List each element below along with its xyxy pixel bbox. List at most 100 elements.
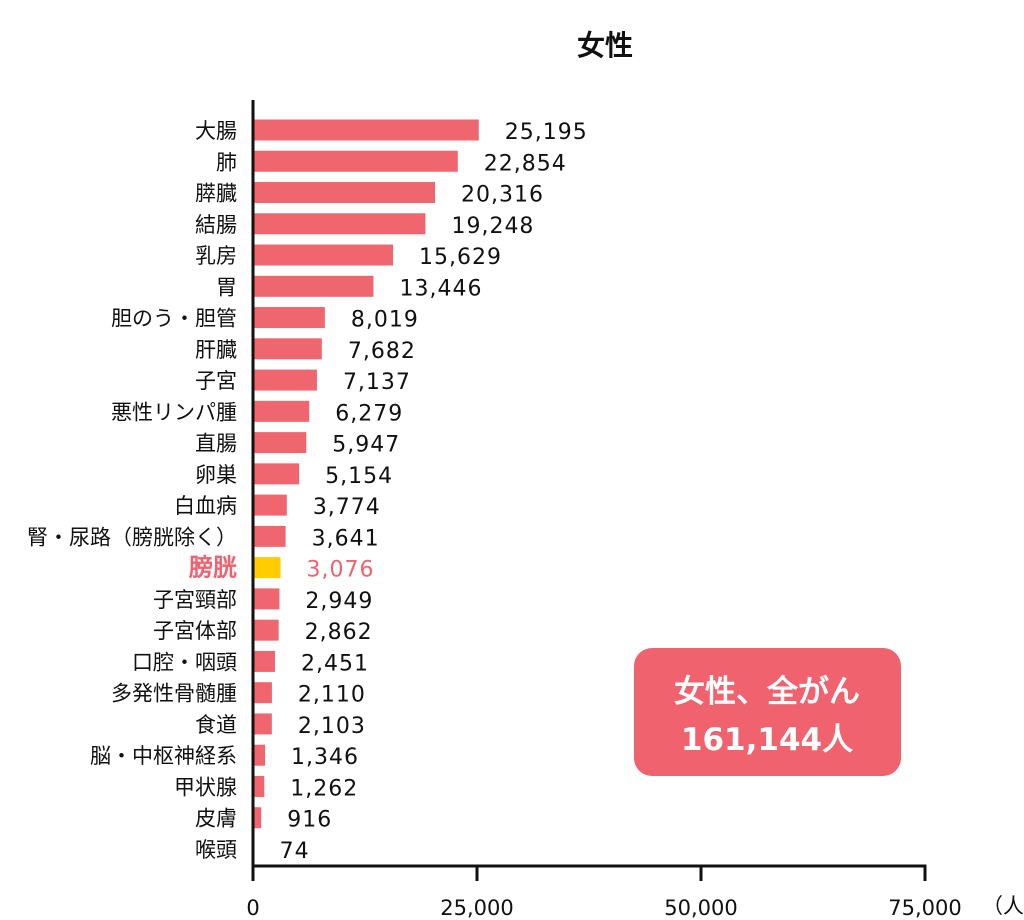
bar-row: 子宮頸部 2,949 [153, 588, 372, 614]
x-tick-label: 50,000 [664, 896, 737, 920]
bar [253, 182, 436, 204]
badge-line2: 161,144人 [681, 722, 853, 758]
bar [253, 713, 272, 735]
category-label: 卵巣 [195, 463, 237, 487]
category-label: 膵臓 [195, 182, 237, 206]
category-label: 食道 [195, 713, 237, 737]
bar-row: 子宮 7,137 [195, 369, 411, 395]
bar [253, 400, 310, 422]
bar-row: 食道 2,103 [195, 713, 366, 739]
bar [253, 463, 300, 485]
bar [253, 807, 262, 829]
value-label: 6,279 [335, 401, 403, 426]
bar [253, 369, 317, 391]
value-label: 2,103 [298, 714, 366, 739]
category-label: 膀胱 [188, 554, 237, 582]
bar [253, 244, 394, 266]
bar-row: 皮膚 916 [195, 807, 332, 833]
category-label: 悪性リンパ腫 [111, 400, 237, 424]
category-label: 肺 [216, 150, 237, 174]
category-label: 胆のう・胆管 [111, 307, 237, 331]
x-tick-label: 0 [246, 896, 259, 920]
category-label: 脳・中枢神経系 [90, 744, 237, 768]
bar [253, 775, 265, 797]
value-label: 15,629 [419, 245, 502, 270]
value-label: 3,076 [307, 558, 375, 583]
bar-row: 悪性リンパ腫 6,279 [111, 400, 403, 426]
category-label: 甲状腺 [174, 775, 237, 799]
bar-row: 肺 22,854 [216, 150, 567, 176]
bar-row: 卵巣 5,154 [195, 463, 393, 489]
bar [253, 557, 281, 579]
category-label: 胃 [216, 275, 237, 299]
value-label: 22,854 [484, 151, 567, 176]
bar [253, 682, 272, 704]
bar [253, 213, 426, 235]
bar-row: 乳房 15,629 [195, 244, 502, 270]
category-label: 多発性骨髄腫 [111, 682, 237, 706]
category-label: 結腸 [195, 213, 237, 237]
bar [253, 525, 286, 547]
bar-row: 肝臓 7,682 [195, 338, 416, 364]
x-tick-label: 75,000 [888, 896, 961, 920]
value-label: 3,774 [313, 495, 381, 520]
bar-row: 子宮体部 2,862 [153, 619, 373, 645]
bar-row: 膵臓 20,316 [195, 182, 544, 208]
total-badge: 女性、全がん 161,144人 [634, 648, 901, 776]
category-label: 皮膚 [195, 807, 237, 831]
category-label: 直腸 [195, 432, 237, 456]
value-label: 2,451 [301, 651, 369, 676]
bar [253, 432, 307, 454]
bar-row: 口腔・咽頭 2,451 [132, 650, 369, 676]
bar-row: 多発性骨髄腫 2,110 [111, 682, 366, 708]
bar [253, 494, 287, 516]
value-label: 5,947 [332, 433, 400, 458]
bar-row: 腎・尿路（膀胱除く） 3,641 [27, 525, 379, 551]
category-label: 子宮 [195, 369, 237, 393]
category-label: 腎・尿路（膀胱除く） [27, 525, 237, 549]
bar [253, 744, 266, 766]
bar-row: 直腸 5,947 [195, 432, 400, 458]
bar-row: 甲状腺 1,262 [174, 775, 358, 801]
category-label: 白血病 [174, 494, 237, 518]
category-label: 肝臓 [195, 338, 237, 362]
chart-title: 女性 [577, 29, 633, 62]
value-label: 25,195 [505, 120, 588, 145]
value-label: 20,316 [461, 183, 544, 208]
category-label: 子宮頸部 [153, 588, 237, 612]
bar-row: 胃 13,446 [216, 275, 481, 301]
value-label: 8,019 [351, 308, 419, 333]
value-label: 74 [280, 839, 310, 864]
unit-label: （人） [982, 894, 1024, 918]
badge-line1: 女性、全がん [674, 674, 860, 710]
bar-row: 大腸 25,195 [195, 119, 588, 145]
value-label: 5,154 [325, 464, 393, 489]
x-tick-label: 25,000 [440, 896, 513, 920]
bar [253, 150, 458, 172]
bar [253, 338, 322, 360]
value-label: 2,110 [298, 683, 366, 708]
value-label: 916 [287, 808, 332, 833]
value-label: 19,248 [451, 214, 534, 239]
bar-row: 白血病 3,774 [174, 494, 381, 520]
bar-row: 胆のう・胆管 8,019 [111, 307, 419, 333]
value-label: 7,137 [343, 370, 411, 395]
bar [253, 275, 374, 297]
category-label: 喉頭 [195, 838, 237, 862]
value-label: 1,262 [290, 776, 358, 801]
bar [253, 588, 280, 610]
badge-background [634, 648, 901, 776]
bar [253, 119, 479, 141]
category-label: 大腸 [195, 119, 237, 143]
bar [253, 650, 275, 672]
bar [253, 307, 325, 329]
value-label: 1,346 [291, 745, 359, 770]
bar [253, 619, 279, 641]
value-label: 2,862 [305, 620, 373, 645]
value-label: 7,682 [348, 339, 416, 364]
category-label: 子宮体部 [153, 619, 237, 643]
category-label: 口腔・咽頭 [132, 650, 237, 674]
bar-row: 結腸 19,248 [195, 213, 534, 239]
category-label: 乳房 [195, 244, 237, 268]
